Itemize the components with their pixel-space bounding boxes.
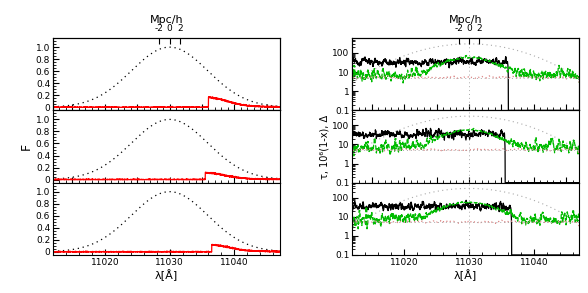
X-axis label: λ[Å]: λ[Å] bbox=[454, 270, 477, 281]
Y-axis label: τ, 10⁶(1-x), Δ: τ, 10⁶(1-x), Δ bbox=[319, 115, 329, 178]
Y-axis label: F: F bbox=[20, 143, 33, 150]
X-axis label: λ[Å]: λ[Å] bbox=[155, 270, 178, 281]
X-axis label: Mpc/h: Mpc/h bbox=[449, 15, 483, 25]
X-axis label: Mpc/h: Mpc/h bbox=[149, 15, 183, 25]
